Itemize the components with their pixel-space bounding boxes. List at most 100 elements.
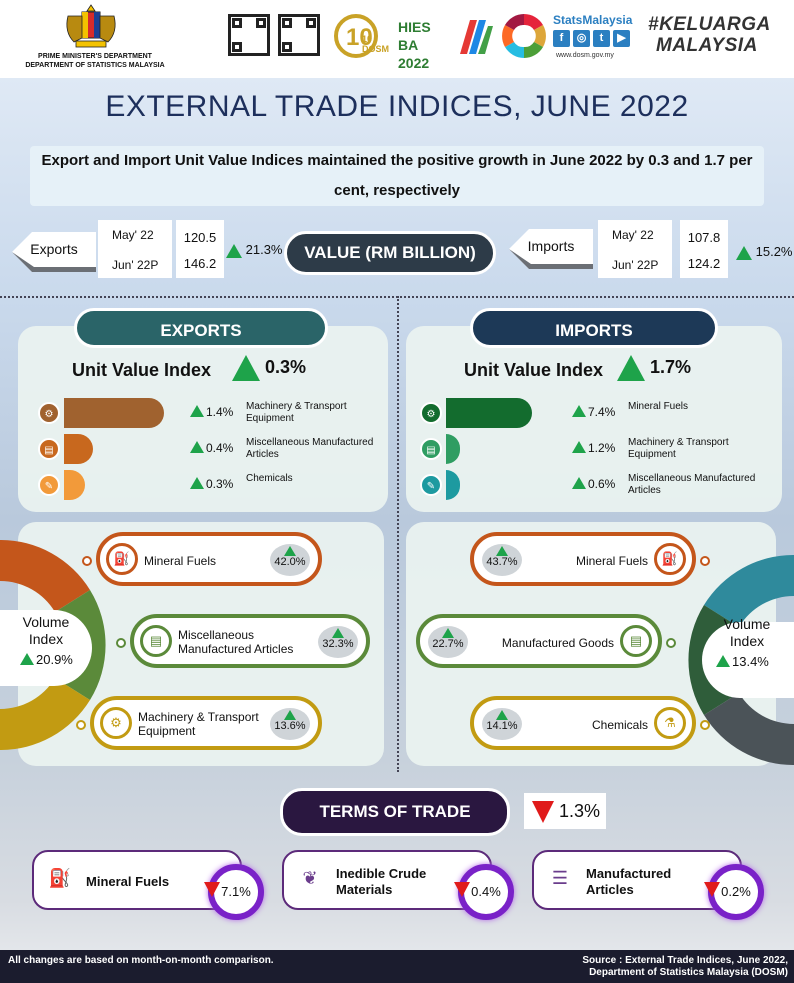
connector-dot xyxy=(700,720,710,730)
down-arrow-icon xyxy=(704,882,720,897)
instagram-icon[interactable]: ◎ xyxy=(573,30,590,47)
up-arrow-icon xyxy=(496,546,508,556)
terms-of-trade-change-value: 1.3% xyxy=(559,801,601,821)
terms-of-trade-change: 1.3% xyxy=(524,793,606,829)
imports-value-2: 124.2 xyxy=(687,256,721,271)
source-line-2: Department of Statistics Malaysia (DOSM) xyxy=(589,967,788,978)
social-icons: f ◎ t ▶ xyxy=(553,30,630,47)
qr-code-icon[interactable] xyxy=(278,14,320,56)
exports-volume-card: ⚙ Machinery & Transport Equipment 13.6% xyxy=(90,696,322,750)
exports-volume-item-name: Machinery & Transport Equipment xyxy=(138,710,259,738)
imports-uvi-item-icon: ⚙ xyxy=(420,402,442,424)
terms-of-trade-card: ☰ Manufactured Articles xyxy=(532,850,742,910)
exports-volume-pct-value: 32.3% xyxy=(322,638,354,650)
twitter-icon[interactable]: t xyxy=(593,30,610,47)
facebook-icon[interactable]: f xyxy=(553,30,570,47)
exports-uvi-item-name: Machinery & Transport Equipment xyxy=(246,401,347,424)
imports-uvi-pct-value: 7.4% xyxy=(588,405,616,419)
up-arrow-icon xyxy=(572,441,586,453)
category-icon: ▤ xyxy=(140,625,172,657)
exports-heading: EXPORTS xyxy=(74,308,328,348)
category-icon: ▤ xyxy=(620,625,652,657)
website-url[interactable]: www.dosm.gov.my xyxy=(556,52,614,59)
imports-volume-item-name: Manufactured Goods xyxy=(501,636,614,650)
imports-volume-card: 14.1% Chemicals ⚗ xyxy=(470,696,696,750)
footer: All changes are based on month-on-month … xyxy=(0,950,794,983)
value-rm-billion-label: VALUE (RM BILLION) xyxy=(284,231,496,275)
exports-uvi-item-icon: ⚙ xyxy=(38,402,60,424)
imports-heading: IMPORTS xyxy=(470,308,718,348)
exports-volume-item-pct: 42.0% xyxy=(270,544,310,576)
exports-value-1: 120.5 xyxy=(183,230,217,245)
page-title: EXTERNAL TRADE INDICES, JUNE 2022 xyxy=(105,90,689,123)
connector-dot xyxy=(666,638,676,648)
diamond-shape-icon xyxy=(509,229,593,269)
up-arrow-icon xyxy=(617,355,645,381)
exports-volume-label: Volume Index xyxy=(22,614,70,647)
qr-code-icon[interactable] xyxy=(228,14,270,56)
imports-uvi-item-pct: 1.2% xyxy=(572,441,615,455)
exports-value-2: 146.2 xyxy=(183,256,217,271)
connector-dot xyxy=(82,556,92,566)
connector-dot xyxy=(700,556,710,566)
up-arrow-icon xyxy=(332,628,344,638)
terms-of-trade-pct-value: 0.4% xyxy=(471,884,501,899)
imports-uvi-bar xyxy=(446,470,460,500)
org-name: PRIME MINISTER'S DEPARTMENT DEPARTMENT O… xyxy=(10,52,180,70)
exports-volume-pct-value: 42.0% xyxy=(274,556,306,568)
imports-volume-change: 13.4% xyxy=(716,654,769,669)
imports-volume-pct-value: 43.7% xyxy=(486,556,518,568)
imports-values: 107.8 124.2 xyxy=(680,220,728,278)
exports-uvi-item-name: Chemicals xyxy=(246,473,293,484)
census-logo-icon xyxy=(460,20,493,54)
exports-uvi-change: 0.3% xyxy=(232,355,306,381)
exports-volume-change-value: 20.9% xyxy=(36,652,73,667)
imports-change-value: 15.2% xyxy=(755,244,793,259)
terms-of-trade-card: ⛽ Mineral Fuels xyxy=(32,850,242,910)
imports-value-1: 107.8 xyxy=(687,230,721,245)
headline-statement: Export and Import Unit Value Indices mai… xyxy=(30,146,764,206)
campaign-line-1: #KELUARGA xyxy=(648,14,771,35)
imports-volume-item-pct: 43.7% xyxy=(482,544,522,576)
up-arrow-icon xyxy=(716,655,730,667)
imports-uvi-item-name: Mineral Fuels xyxy=(628,401,689,412)
hies-logo: HIES BA 2022 xyxy=(398,19,431,71)
exports-value-label: Exports xyxy=(8,223,100,281)
terms-of-trade-pct-value: 7.1% xyxy=(221,884,251,899)
category-icon: ☰ xyxy=(551,868,569,888)
exports-month-1: May' 22 xyxy=(112,228,154,242)
imports-uvi-item-name: Miscellaneous Manufactured Articles xyxy=(628,473,756,496)
exports-volume-item-pct: 32.3% xyxy=(318,626,358,658)
exports-volume-item-name: Miscellaneous Manufactured Articles xyxy=(178,628,294,656)
imports-value-change: 15.2% xyxy=(736,244,793,260)
terms-of-trade-item-name: Inedible Crude Materials xyxy=(336,866,427,897)
coat-of-arms-icon xyxy=(66,4,116,48)
source-note: Source : External Trade Indices, June 20… xyxy=(582,955,788,979)
exports-uvi-item-icon: ✎ xyxy=(38,474,60,496)
source-line-1: Source : External Trade Indices, June 20… xyxy=(582,955,788,966)
campaign-hashtag: #KELUARGA MALAYSIA xyxy=(648,14,771,56)
header-bar: PRIME MINISTER'S DEPARTMENT DEPARTMENT O… xyxy=(0,0,794,78)
terms-of-trade-card: ❦ Inedible Crude Materials xyxy=(282,850,492,910)
down-arrow-icon xyxy=(454,882,470,897)
imports-volume-card: 43.7% Mineral Fuels ⛽ xyxy=(470,532,696,586)
exports-uvi-item-pct: 0.3% xyxy=(190,477,233,491)
exports-uvi-bar xyxy=(64,470,85,500)
up-arrow-icon xyxy=(572,405,586,417)
sdg-wheel-icon xyxy=(502,14,546,58)
imports-month-2: Jun' 22P xyxy=(612,258,659,272)
youtube-icon[interactable]: ▶ xyxy=(613,30,630,47)
terms-of-trade-pct-ring: 0.4% xyxy=(454,864,514,920)
diamond-shape-icon xyxy=(12,232,96,272)
terms-of-trade-pct-ring: 7.1% xyxy=(204,864,264,920)
up-arrow-icon xyxy=(226,243,242,258)
imports-value-label: Imports xyxy=(505,220,597,278)
exports-uvi-pct-value: 1.4% xyxy=(206,405,234,419)
exports-label: Exports xyxy=(30,241,78,257)
category-icon: ⛽ xyxy=(48,868,72,888)
exports-uvi-item-pct: 0.4% xyxy=(190,441,233,455)
up-arrow-icon xyxy=(284,546,296,556)
down-arrow-icon xyxy=(204,882,220,897)
exports-volume-change: 20.9% xyxy=(20,652,73,667)
